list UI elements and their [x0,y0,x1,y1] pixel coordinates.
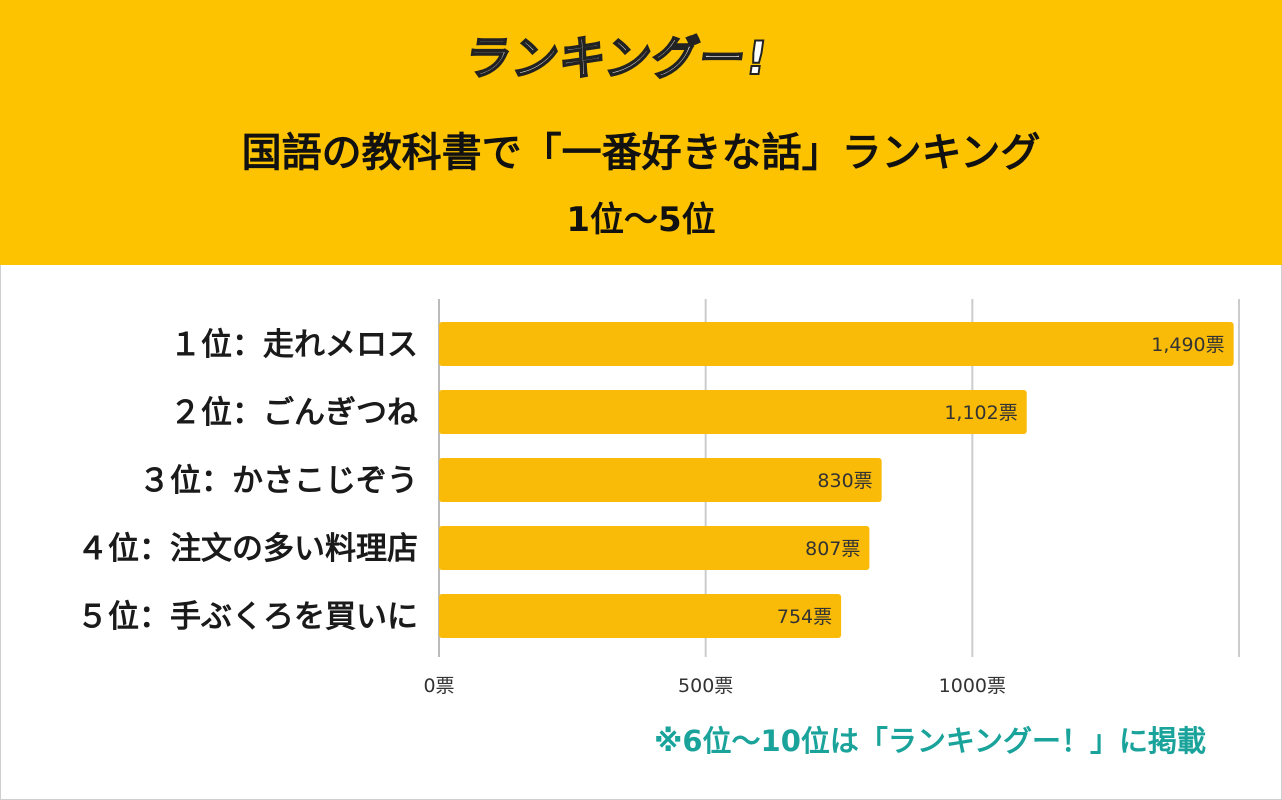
bar [439,322,1234,366]
category-label: ４位：注文の多い料理店 [77,531,418,567]
chart-subtitle: 1位～5位 [566,200,716,240]
logo-text: ランキングー! [461,30,773,86]
category-label: ３位：かさこじぞう [139,463,418,499]
bar [439,390,1027,434]
value-label: 830票 [817,470,872,492]
chart-title: 国語の教科書で「一番好きな話」ランキング [241,130,1041,176]
bar [439,458,882,502]
category-label: ５位：手ぶくろを買いに [77,599,418,635]
category-label: ２位：ごんぎつね [170,395,418,431]
x-tick-label: 0票 [423,675,454,697]
value-label: 1,102票 [944,402,1017,424]
footnote: ※6位～10位は「ランキングー！」に掲載 [654,724,1206,758]
value-label: 1,490票 [1151,334,1224,356]
category-label: １位：走れメロス [170,327,418,363]
x-tick-label: 1000票 [939,675,1006,697]
chart-panel: 0票 500票 1000票 １位：走れメロス 1,490票 ２位：ごんぎつね 1,102票 ３… [0,265,1282,800]
bar [439,526,870,570]
header-banner: ランキングー! 国語の教科書で「一番好きな話」ランキング 1位～5位 [0,0,1282,265]
bar [439,594,842,638]
x-tick-label: 500票 [678,675,733,697]
value-label: 807票 [805,538,860,560]
value-label: 754票 [777,606,832,628]
bar-chart: 0票 500票 1000票 １位：走れメロス 1,490票 ２位：ごんぎつね 1,102票 ３… [77,299,1240,697]
ranking-goo-logo: ランキングー! [461,22,816,100]
